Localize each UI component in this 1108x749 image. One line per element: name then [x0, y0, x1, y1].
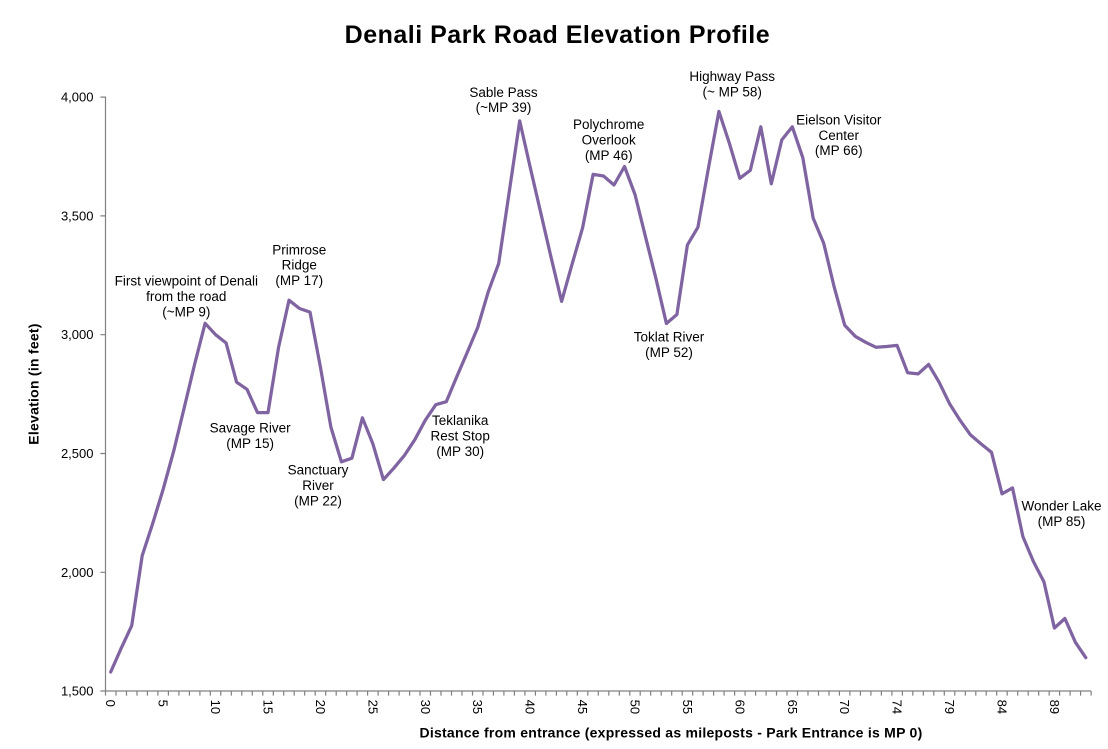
svg-text:79: 79	[942, 700, 957, 714]
svg-text:River: River	[302, 478, 334, 493]
svg-text:Wonder Lake: Wonder Lake	[1021, 498, 1101, 513]
svg-text:Sanctuary: Sanctuary	[288, 463, 349, 478]
svg-text:Center: Center	[819, 128, 860, 143]
svg-text:Rest Stop: Rest Stop	[431, 429, 490, 444]
svg-text:(MP 66): (MP 66)	[815, 143, 863, 158]
svg-text:Overlook: Overlook	[582, 133, 636, 148]
svg-text:30: 30	[418, 700, 433, 714]
svg-text:50: 50	[628, 700, 643, 714]
svg-text:(MP 17): (MP 17)	[275, 273, 323, 288]
svg-text:(MP 30): (MP 30)	[436, 444, 484, 459]
svg-text:5: 5	[156, 700, 171, 707]
svg-text:(MP 46): (MP 46)	[585, 148, 633, 163]
svg-text:10: 10	[208, 700, 223, 714]
svg-text:35: 35	[470, 700, 485, 714]
svg-text:40: 40	[523, 700, 538, 714]
svg-text:Polychrome: Polychrome	[573, 117, 644, 132]
svg-text:Elevation (in feet): Elevation (in feet)	[26, 323, 42, 444]
svg-text:15: 15	[261, 700, 276, 714]
svg-text:1,500: 1,500	[61, 684, 94, 699]
svg-text:60: 60	[732, 700, 747, 714]
svg-text:(MP 15): (MP 15)	[226, 436, 274, 451]
svg-text:25: 25	[365, 700, 380, 714]
svg-text:Sable Pass: Sable Pass	[469, 85, 538, 100]
svg-text:(MP 22): (MP 22)	[294, 494, 342, 509]
svg-text:3,000: 3,000	[61, 327, 94, 342]
svg-text:Teklanika: Teklanika	[432, 413, 489, 428]
svg-text:89: 89	[1047, 700, 1062, 714]
svg-text:First viewpoint of Denali: First viewpoint of Denali	[115, 274, 258, 289]
svg-text:74: 74	[890, 700, 905, 714]
svg-text:45: 45	[575, 700, 590, 714]
svg-text:(~MP 9): (~MP 9)	[162, 304, 210, 319]
svg-text:4,000: 4,000	[61, 90, 94, 105]
svg-text:Toklat River: Toklat River	[634, 330, 705, 345]
svg-text:Eielson Visitor: Eielson Visitor	[796, 112, 882, 127]
svg-text:2,000: 2,000	[61, 565, 94, 580]
svg-text:3,500: 3,500	[61, 208, 94, 223]
svg-text:(~ MP 58): (~ MP 58)	[702, 84, 761, 99]
svg-text:Highway Pass: Highway Pass	[689, 69, 775, 84]
svg-text:Primrose: Primrose	[272, 242, 326, 257]
svg-text:0: 0	[103, 700, 118, 707]
svg-text:(MP 52): (MP 52)	[645, 345, 693, 360]
svg-text:70: 70	[837, 700, 852, 714]
svg-text:(~MP 39): (~MP 39)	[476, 100, 532, 115]
svg-text:Ridge: Ridge	[282, 258, 317, 273]
svg-text:Savage River: Savage River	[210, 421, 292, 436]
svg-text:Distance from entrance (expres: Distance from entrance (expressed as mil…	[419, 725, 922, 741]
svg-text:Denali Park Road Elevation Pro: Denali Park Road Elevation Profile	[345, 21, 770, 49]
svg-text:20: 20	[313, 700, 328, 714]
svg-text:(MP 85): (MP 85)	[1038, 514, 1086, 529]
svg-text:65: 65	[785, 700, 800, 714]
svg-text:55: 55	[680, 700, 695, 714]
svg-text:2,500: 2,500	[61, 446, 94, 461]
svg-text:from the road: from the road	[146, 289, 226, 304]
svg-text:84: 84	[995, 700, 1010, 714]
